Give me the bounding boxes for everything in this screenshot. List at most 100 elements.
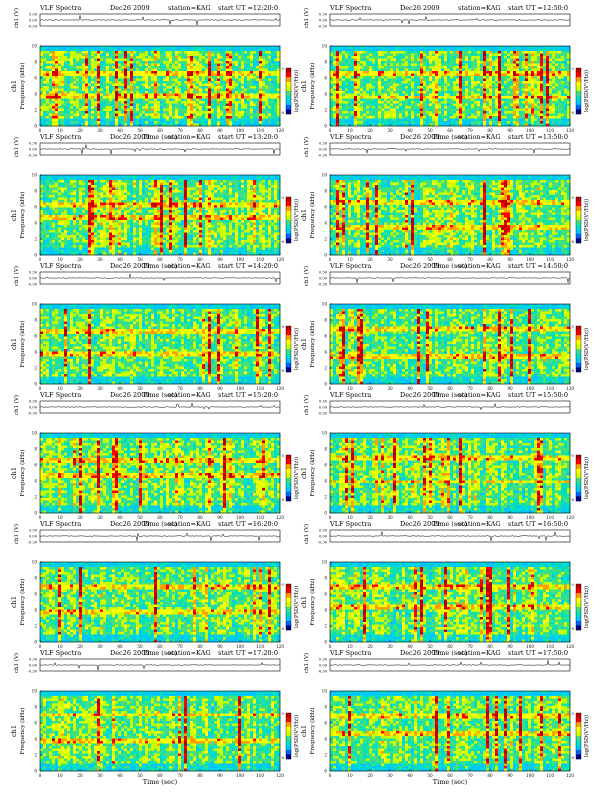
heatmap-cell bbox=[546, 56, 550, 59]
heatmap-cell bbox=[471, 61, 475, 64]
heatmap-cell bbox=[256, 93, 260, 97]
heatmap-cell bbox=[420, 111, 424, 114]
heatmap-cell bbox=[426, 91, 430, 94]
heatmap-cell bbox=[354, 88, 358, 92]
heatmap-cell bbox=[220, 96, 224, 99]
heatmap-cell bbox=[480, 106, 484, 109]
heatmap-cell bbox=[148, 73, 152, 77]
heatmap-cell bbox=[519, 86, 523, 89]
heatmap-cell bbox=[504, 53, 508, 57]
heatmap-cell bbox=[375, 118, 379, 122]
heatmap-cell bbox=[504, 56, 508, 59]
heatmap-cell bbox=[130, 88, 134, 92]
heatmap-cell bbox=[58, 96, 62, 99]
heatmap-cell bbox=[229, 81, 233, 84]
heatmap-cell bbox=[235, 106, 239, 109]
heatmap-cell bbox=[256, 76, 260, 79]
heatmap-cell bbox=[504, 71, 508, 74]
heatmap-cell bbox=[172, 78, 176, 82]
heatmap-cell bbox=[217, 116, 221, 119]
heatmap-cell bbox=[112, 56, 116, 59]
heatmap-cell bbox=[166, 113, 170, 117]
heatmap-cell bbox=[351, 93, 355, 97]
heatmap-cell bbox=[543, 81, 547, 84]
heatmap-cell bbox=[492, 83, 496, 87]
heatmap-cell bbox=[516, 108, 520, 112]
heatmap-cell bbox=[345, 86, 349, 89]
heatmap-cell bbox=[184, 51, 188, 54]
heatmap-cell bbox=[417, 51, 421, 54]
heatmap-cell bbox=[549, 68, 553, 72]
heatmap-cell bbox=[130, 93, 134, 97]
heatmap-cell bbox=[265, 108, 269, 112]
heatmap-cell bbox=[468, 83, 472, 87]
heatmap-cell bbox=[507, 101, 511, 104]
heatmap-cell bbox=[196, 118, 200, 122]
heatmap-cell bbox=[351, 101, 355, 104]
heatmap-cell bbox=[76, 106, 80, 109]
heatmap-cell bbox=[402, 111, 406, 114]
heatmap-cell bbox=[97, 76, 101, 79]
heatmap-cell bbox=[67, 81, 71, 84]
heatmap-cell bbox=[453, 48, 457, 52]
heatmap-cell bbox=[121, 93, 125, 97]
heatmap-cell bbox=[97, 86, 101, 89]
heatmap-cell bbox=[100, 116, 104, 119]
heatmap-cell bbox=[262, 103, 266, 107]
heatmap-cell bbox=[148, 68, 152, 72]
heatmap-cell bbox=[178, 93, 182, 97]
heatmap-cell bbox=[178, 58, 182, 62]
heatmap-cell bbox=[510, 63, 514, 67]
heatmap-cell bbox=[160, 91, 164, 94]
heatmap-cell bbox=[58, 121, 62, 124]
heatmap-cell bbox=[67, 53, 71, 57]
heatmap-cell bbox=[402, 113, 406, 117]
heatmap-cell bbox=[567, 96, 571, 99]
heatmap-cell bbox=[396, 73, 400, 77]
heatmap-cell bbox=[369, 91, 373, 94]
heatmap-cell bbox=[480, 53, 484, 57]
heatmap-cell bbox=[372, 51, 376, 54]
heatmap-cell bbox=[91, 118, 95, 122]
heatmap-cell bbox=[196, 96, 200, 99]
heatmap-cell bbox=[546, 116, 550, 119]
heatmap-cell bbox=[360, 58, 364, 62]
heatmap-cell bbox=[426, 53, 430, 57]
heatmap-cell bbox=[235, 98, 239, 102]
heatmap-cell bbox=[73, 101, 77, 104]
heatmap-cell bbox=[259, 91, 263, 94]
heatmap-cell bbox=[259, 93, 263, 97]
heatmap-cell bbox=[232, 88, 236, 92]
heatmap-cell bbox=[552, 88, 556, 92]
heatmap-cell bbox=[55, 116, 59, 119]
heatmap-cell bbox=[55, 101, 59, 104]
heatmap-cell bbox=[357, 61, 361, 64]
heatmap-cell bbox=[139, 61, 143, 64]
heatmap-cell bbox=[468, 113, 472, 117]
heatmap-cell bbox=[46, 93, 50, 97]
heatmap-cell bbox=[453, 56, 457, 59]
heatmap-cell bbox=[181, 53, 185, 57]
heatmap-cell bbox=[88, 48, 92, 52]
heatmap-cell bbox=[139, 98, 143, 102]
heatmap-cell bbox=[555, 96, 559, 99]
heatmap-cell bbox=[450, 61, 454, 64]
heatmap-cell bbox=[525, 86, 529, 89]
heatmap-cell bbox=[408, 113, 412, 117]
heatmap-cell bbox=[40, 101, 44, 104]
heatmap-cell bbox=[345, 63, 349, 67]
heatmap-cell bbox=[103, 48, 107, 52]
heatmap-cell bbox=[277, 78, 281, 82]
heatmap-cell bbox=[250, 83, 254, 87]
heatmap-cell bbox=[64, 73, 68, 77]
heatmap-cell bbox=[148, 61, 152, 64]
heatmap-cell bbox=[46, 46, 50, 49]
heatmap-cell bbox=[447, 48, 451, 52]
heatmap-cell bbox=[348, 48, 352, 52]
heatmap-cell bbox=[181, 111, 185, 114]
heatmap-cell bbox=[378, 78, 382, 82]
heatmap-cell bbox=[402, 63, 406, 67]
heatmap-cell bbox=[142, 56, 146, 59]
heatmap-cell bbox=[357, 108, 361, 112]
heatmap-cell bbox=[540, 113, 544, 117]
